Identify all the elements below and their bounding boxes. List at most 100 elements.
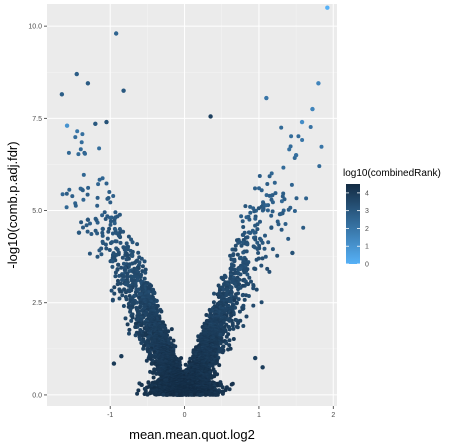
data-point: [81, 197, 86, 202]
data-point: [281, 165, 286, 170]
data-point: [220, 385, 225, 390]
data-point: [139, 256, 144, 261]
data-point: [130, 249, 135, 254]
data-point: [236, 240, 241, 245]
data-point: [259, 263, 264, 268]
data-point: [140, 269, 145, 274]
data-point: [286, 207, 291, 212]
data-point: [133, 283, 138, 288]
data-point: [280, 194, 285, 199]
data-point: [267, 193, 272, 198]
data-point: [140, 264, 145, 269]
data-point: [224, 334, 229, 339]
data-point: [112, 221, 117, 226]
data-point: [107, 190, 112, 194]
data-point: [132, 301, 136, 306]
data-point: [150, 370, 155, 375]
data-point: [59, 92, 65, 97]
data-point: [252, 209, 257, 214]
data-point: [121, 304, 126, 308]
data-point: [108, 215, 112, 220]
data-point: [256, 206, 261, 211]
data-point: [247, 217, 252, 222]
data-point: [224, 341, 229, 346]
data-point: [139, 323, 144, 328]
data-point: [248, 231, 253, 235]
data-point: [151, 375, 156, 380]
data-point: [264, 203, 268, 208]
data-point: [246, 282, 251, 287]
data-point: [78, 147, 83, 152]
data-point: [149, 361, 154, 366]
data-point: [124, 290, 128, 295]
data-point: [81, 225, 85, 230]
data-point: [117, 296, 122, 301]
data-point: [118, 240, 123, 245]
data-point: [137, 332, 141, 337]
data-point: [255, 227, 260, 232]
data-point: [135, 317, 140, 322]
data-point: [269, 213, 274, 218]
data-point: [269, 225, 274, 230]
data-point: [236, 321, 241, 326]
data-point: [233, 305, 238, 310]
data-point: [277, 212, 282, 217]
data-point: [253, 223, 258, 228]
data-point: [238, 272, 243, 277]
x-tick-label: 0: [183, 412, 187, 419]
data-point: [143, 267, 148, 272]
data-point: [273, 191, 278, 196]
data-point: [213, 392, 218, 397]
x-axis-ticks: -1 0 1 2: [107, 406, 335, 419]
data-point: [76, 152, 81, 157]
data-point: [241, 324, 246, 328]
data-point: [127, 289, 132, 294]
data-point: [255, 247, 260, 251]
data-point: [270, 247, 275, 252]
data-point: [227, 318, 232, 323]
data-point: [67, 187, 72, 192]
data-point: [159, 309, 164, 314]
data-point: [100, 230, 105, 235]
data-point: [239, 243, 244, 248]
data-point: [232, 298, 237, 303]
data-point: [229, 285, 234, 290]
data-point: [139, 383, 144, 387]
data-point: [171, 392, 176, 397]
data-point: [84, 223, 89, 228]
data-point: [299, 119, 305, 125]
data-point: [80, 188, 85, 193]
data-point: [279, 199, 284, 204]
data-point: [145, 392, 150, 397]
data-point: [97, 248, 102, 253]
data-point: [265, 266, 270, 271]
data-point: [142, 259, 147, 264]
data-point: [133, 333, 138, 338]
data-point: [95, 220, 100, 225]
data-point: [138, 305, 142, 310]
data-point: [248, 210, 253, 215]
data-point: [122, 247, 127, 252]
data-point: [189, 392, 194, 397]
data-point: [104, 119, 109, 125]
data-point: [258, 219, 262, 224]
data-point: [319, 144, 324, 149]
data-point: [112, 291, 117, 296]
data-point: [238, 256, 243, 261]
data-point: [130, 240, 135, 245]
data-point: [260, 365, 265, 370]
data-point: [265, 208, 270, 213]
data-point: [136, 250, 141, 255]
data-point: [79, 220, 84, 225]
x-axis-title: mean.mean.quot.log2: [129, 427, 255, 442]
data-point: [106, 229, 111, 234]
data-point: [272, 180, 277, 185]
data-point: [97, 177, 102, 182]
data-point: [113, 270, 118, 275]
data-point: [292, 209, 297, 213]
data-point: [259, 300, 264, 305]
data-point: [253, 216, 258, 221]
plot-panel: [47, 4, 337, 406]
data-point: [121, 88, 126, 93]
data-point: [105, 196, 110, 201]
